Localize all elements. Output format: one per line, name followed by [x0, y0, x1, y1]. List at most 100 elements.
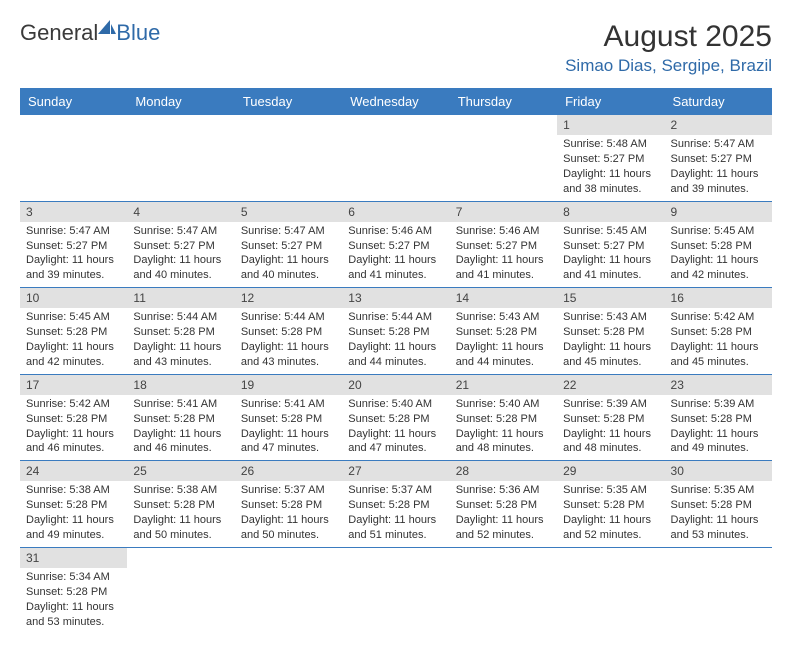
day-content: Sunrise: 5:42 AMSunset: 5:28 PMDaylight:… [20, 395, 127, 460]
sail-icon [96, 18, 118, 36]
daylight-text-1: Daylight: 11 hours [671, 340, 766, 355]
daylight-text-1: Daylight: 11 hours [456, 340, 551, 355]
day-number: 14 [450, 288, 557, 308]
day-number: 9 [665, 202, 772, 222]
sunset-text: Sunset: 5:27 PM [563, 239, 658, 254]
sunset-text: Sunset: 5:28 PM [133, 325, 228, 340]
sunrise-text: Sunrise: 5:46 AM [456, 224, 551, 239]
day-number: 3 [20, 202, 127, 222]
sunrise-text: Sunrise: 5:39 AM [671, 397, 766, 412]
sunrise-text: Sunrise: 5:37 AM [348, 483, 443, 498]
day-number: 20 [342, 375, 449, 395]
calendar-day-cell: 2Sunrise: 5:47 AMSunset: 5:27 PMDaylight… [665, 115, 772, 201]
day-number: 23 [665, 375, 772, 395]
calendar-day-cell [665, 547, 772, 633]
sunset-text: Sunset: 5:28 PM [26, 498, 121, 513]
day-content: Sunrise: 5:47 AMSunset: 5:27 PMDaylight:… [665, 135, 772, 200]
calendar-week-row: 10Sunrise: 5:45 AMSunset: 5:28 PMDayligh… [20, 288, 772, 375]
calendar-day-cell: 9Sunrise: 5:45 AMSunset: 5:28 PMDaylight… [665, 201, 772, 288]
calendar-week-row: 3Sunrise: 5:47 AMSunset: 5:27 PMDaylight… [20, 201, 772, 288]
daylight-text-1: Daylight: 11 hours [348, 427, 443, 442]
sunrise-text: Sunrise: 5:45 AM [26, 310, 121, 325]
sunrise-text: Sunrise: 5:44 AM [241, 310, 336, 325]
daylight-text-2: and 46 minutes. [133, 441, 228, 456]
daylight-text-2: and 48 minutes. [456, 441, 551, 456]
sunrise-text: Sunrise: 5:38 AM [26, 483, 121, 498]
calendar-table: Sunday Monday Tuesday Wednesday Thursday… [20, 88, 772, 633]
day-number: 7 [450, 202, 557, 222]
day-content: Sunrise: 5:44 AMSunset: 5:28 PMDaylight:… [342, 308, 449, 373]
sunset-text: Sunset: 5:28 PM [456, 498, 551, 513]
daylight-text-1: Daylight: 11 hours [26, 427, 121, 442]
daylight-text-1: Daylight: 11 hours [133, 427, 228, 442]
day-number: 22 [557, 375, 664, 395]
sunrise-text: Sunrise: 5:43 AM [456, 310, 551, 325]
sunrise-text: Sunrise: 5:44 AM [348, 310, 443, 325]
sunset-text: Sunset: 5:28 PM [241, 325, 336, 340]
daylight-text-1: Daylight: 11 hours [563, 513, 658, 528]
calendar-day-cell: 31Sunrise: 5:34 AMSunset: 5:28 PMDayligh… [20, 547, 127, 633]
sunset-text: Sunset: 5:28 PM [26, 585, 121, 600]
daylight-text-1: Daylight: 11 hours [456, 427, 551, 442]
calendar-day-cell: 6Sunrise: 5:46 AMSunset: 5:27 PMDaylight… [342, 201, 449, 288]
daylight-text-1: Daylight: 11 hours [241, 340, 336, 355]
day-number: 17 [20, 375, 127, 395]
sunset-text: Sunset: 5:28 PM [241, 412, 336, 427]
daylight-text-2: and 43 minutes. [133, 355, 228, 370]
calendar-day-cell: 22Sunrise: 5:39 AMSunset: 5:28 PMDayligh… [557, 374, 664, 461]
calendar-day-cell: 27Sunrise: 5:37 AMSunset: 5:28 PMDayligh… [342, 461, 449, 548]
daylight-text-1: Daylight: 11 hours [133, 340, 228, 355]
sunset-text: Sunset: 5:28 PM [563, 498, 658, 513]
calendar-week-row: 31Sunrise: 5:34 AMSunset: 5:28 PMDayligh… [20, 547, 772, 633]
day-content: Sunrise: 5:46 AMSunset: 5:27 PMDaylight:… [450, 222, 557, 287]
daylight-text-2: and 40 minutes. [133, 268, 228, 283]
day-content: Sunrise: 5:38 AMSunset: 5:28 PMDaylight:… [127, 481, 234, 546]
sunset-text: Sunset: 5:28 PM [563, 325, 658, 340]
daylight-text-1: Daylight: 11 hours [133, 513, 228, 528]
sunset-text: Sunset: 5:28 PM [241, 498, 336, 513]
weekday-header: Tuesday [235, 88, 342, 115]
day-content: Sunrise: 5:47 AMSunset: 5:27 PMDaylight:… [20, 222, 127, 287]
sunset-text: Sunset: 5:28 PM [348, 325, 443, 340]
daylight-text-1: Daylight: 11 hours [348, 513, 443, 528]
sunrise-text: Sunrise: 5:47 AM [241, 224, 336, 239]
daylight-text-2: and 39 minutes. [26, 268, 121, 283]
daylight-text-1: Daylight: 11 hours [241, 253, 336, 268]
sunrise-text: Sunrise: 5:41 AM [241, 397, 336, 412]
sunset-text: Sunset: 5:27 PM [456, 239, 551, 254]
sunset-text: Sunset: 5:28 PM [26, 325, 121, 340]
sunrise-text: Sunrise: 5:38 AM [133, 483, 228, 498]
daylight-text-1: Daylight: 11 hours [563, 427, 658, 442]
sunrise-text: Sunrise: 5:40 AM [456, 397, 551, 412]
location: Simao Dias, Sergipe, Brazil [565, 56, 772, 76]
weekday-header: Thursday [450, 88, 557, 115]
daylight-text-2: and 46 minutes. [26, 441, 121, 456]
daylight-text-2: and 45 minutes. [563, 355, 658, 370]
sunset-text: Sunset: 5:27 PM [563, 152, 658, 167]
day-number: 2 [665, 115, 772, 135]
daylight-text-1: Daylight: 11 hours [241, 427, 336, 442]
daylight-text-1: Daylight: 11 hours [671, 513, 766, 528]
day-number: 24 [20, 461, 127, 481]
calendar-day-cell [20, 115, 127, 201]
day-content: Sunrise: 5:42 AMSunset: 5:28 PMDaylight:… [665, 308, 772, 373]
calendar-day-cell [127, 115, 234, 201]
daylight-text-2: and 38 minutes. [563, 182, 658, 197]
daylight-text-1: Daylight: 11 hours [133, 253, 228, 268]
sunrise-text: Sunrise: 5:45 AM [563, 224, 658, 239]
sunrise-text: Sunrise: 5:41 AM [133, 397, 228, 412]
calendar-day-cell: 1Sunrise: 5:48 AMSunset: 5:27 PMDaylight… [557, 115, 664, 201]
day-content: Sunrise: 5:45 AMSunset: 5:28 PMDaylight:… [20, 308, 127, 373]
sunrise-text: Sunrise: 5:48 AM [563, 137, 658, 152]
calendar-day-cell: 12Sunrise: 5:44 AMSunset: 5:28 PMDayligh… [235, 288, 342, 375]
sunrise-text: Sunrise: 5:43 AM [563, 310, 658, 325]
daylight-text-1: Daylight: 11 hours [563, 253, 658, 268]
daylight-text-2: and 47 minutes. [241, 441, 336, 456]
day-content: Sunrise: 5:37 AMSunset: 5:28 PMDaylight:… [342, 481, 449, 546]
day-content: Sunrise: 5:35 AMSunset: 5:28 PMDaylight:… [665, 481, 772, 546]
day-number: 21 [450, 375, 557, 395]
sunset-text: Sunset: 5:28 PM [671, 239, 766, 254]
daylight-text-2: and 49 minutes. [26, 528, 121, 543]
month-title: August 2025 [565, 20, 772, 54]
calendar-day-cell: 15Sunrise: 5:43 AMSunset: 5:28 PMDayligh… [557, 288, 664, 375]
